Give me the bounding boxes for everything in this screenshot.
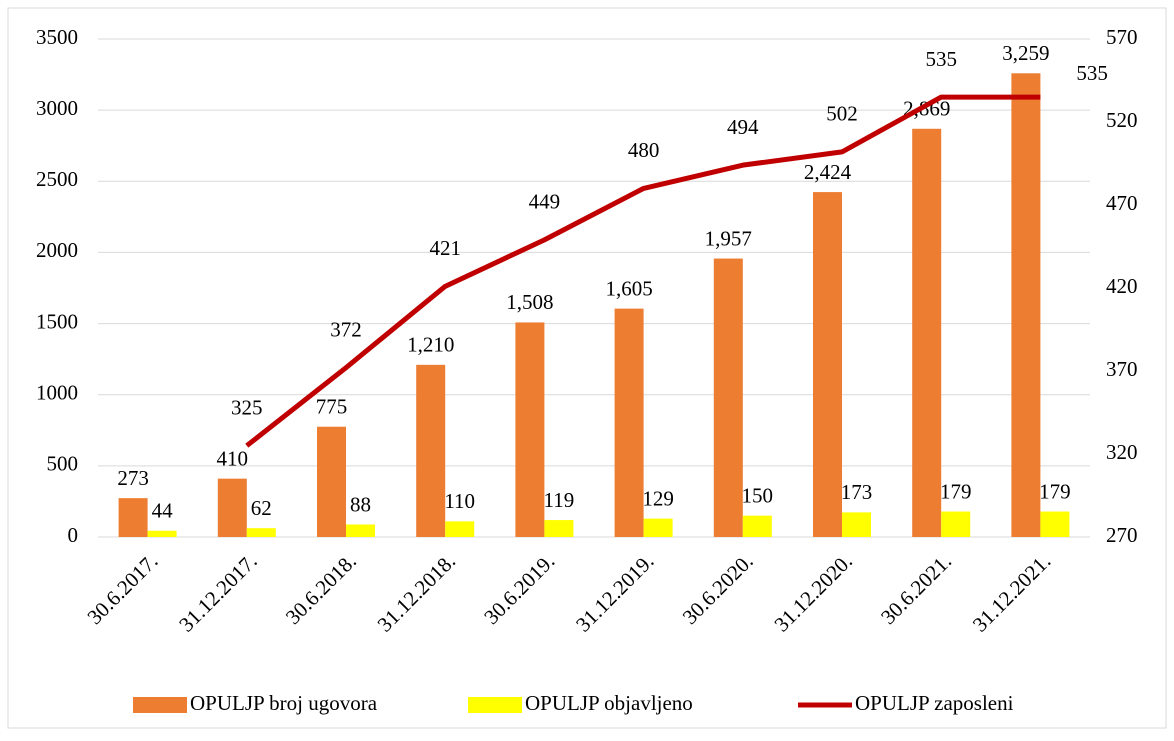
- data-label: 410: [217, 446, 249, 470]
- bar: [1011, 73, 1041, 537]
- line: [245, 94, 1041, 448]
- data-label: 179: [940, 479, 972, 503]
- bar: [912, 128, 942, 537]
- bar: [346, 524, 375, 537]
- line-label: 494: [727, 115, 759, 139]
- y2-tick-label: 370: [1106, 357, 1138, 381]
- line-label: 502: [826, 102, 858, 126]
- bar: [713, 258, 743, 537]
- data-label: 62: [251, 496, 272, 520]
- y-tick-label: 0: [68, 523, 79, 547]
- y2-tick-label: 420: [1106, 274, 1138, 298]
- data-label: 273: [117, 466, 149, 490]
- bar: [941, 511, 971, 537]
- y-tick-label: 3000: [36, 96, 78, 120]
- legend-swatch: [468, 697, 522, 713]
- data-label: 179: [1039, 479, 1071, 503]
- bar: [246, 528, 276, 537]
- data-label: 3,259: [1002, 41, 1049, 65]
- line-label: 535: [925, 47, 957, 71]
- y-tick-label: 3500: [36, 25, 78, 49]
- line-label: 372: [330, 317, 362, 341]
- legend-label: OPULJP objavljeno: [525, 691, 693, 715]
- y2-tick-label: 520: [1106, 108, 1138, 132]
- bar: [118, 498, 148, 537]
- line-label: 325: [231, 396, 263, 420]
- legend-label: OPULJP zaposleni: [855, 691, 1014, 715]
- data-label: 110: [444, 489, 475, 513]
- bar: [643, 518, 673, 537]
- line-label: 535: [1076, 61, 1108, 85]
- y-tick-label: 1500: [36, 309, 78, 333]
- data-label: 44: [152, 499, 174, 523]
- chart-border: [7, 7, 1167, 729]
- legend-label: OPULJP broj ugovora: [190, 691, 378, 715]
- data-label: 775: [316, 395, 348, 419]
- bar: [416, 364, 446, 537]
- bar: [1040, 511, 1070, 537]
- y2-tick-label: 570: [1106, 25, 1138, 49]
- y2-tick-label: 270: [1106, 523, 1138, 547]
- y-tick-label: 1000: [36, 381, 78, 405]
- bar: [614, 308, 644, 537]
- bar: [842, 512, 871, 537]
- data-label: 119: [544, 488, 575, 512]
- bar: [813, 192, 842, 537]
- bar: [742, 515, 772, 537]
- line-label: 449: [529, 190, 561, 214]
- line-label: 421: [429, 236, 461, 260]
- data-label: 88: [350, 492, 371, 516]
- data-label: 1,210: [407, 333, 454, 357]
- y-tick-label: 2000: [36, 238, 78, 262]
- y-tick-label: 500: [47, 452, 79, 476]
- bar: [317, 426, 346, 537]
- bar: [147, 530, 177, 537]
- data-label: 1,605: [605, 276, 652, 300]
- data-label: 1,508: [506, 290, 553, 314]
- legend-swatch: [133, 697, 187, 713]
- y2-tick-label: 470: [1106, 191, 1138, 215]
- data-label: 173: [841, 480, 873, 504]
- bar: [445, 521, 475, 537]
- bar: [217, 478, 247, 537]
- data-label: 150: [742, 483, 774, 507]
- line-label: 480: [628, 138, 660, 162]
- data-label: 2,424: [804, 160, 852, 184]
- bar: [544, 520, 574, 537]
- bar: [515, 322, 545, 537]
- data-label: 129: [642, 486, 674, 510]
- y2-tick-label: 320: [1106, 440, 1138, 464]
- data-label: 1,957: [705, 226, 752, 250]
- y-tick-label: 2500: [36, 167, 78, 191]
